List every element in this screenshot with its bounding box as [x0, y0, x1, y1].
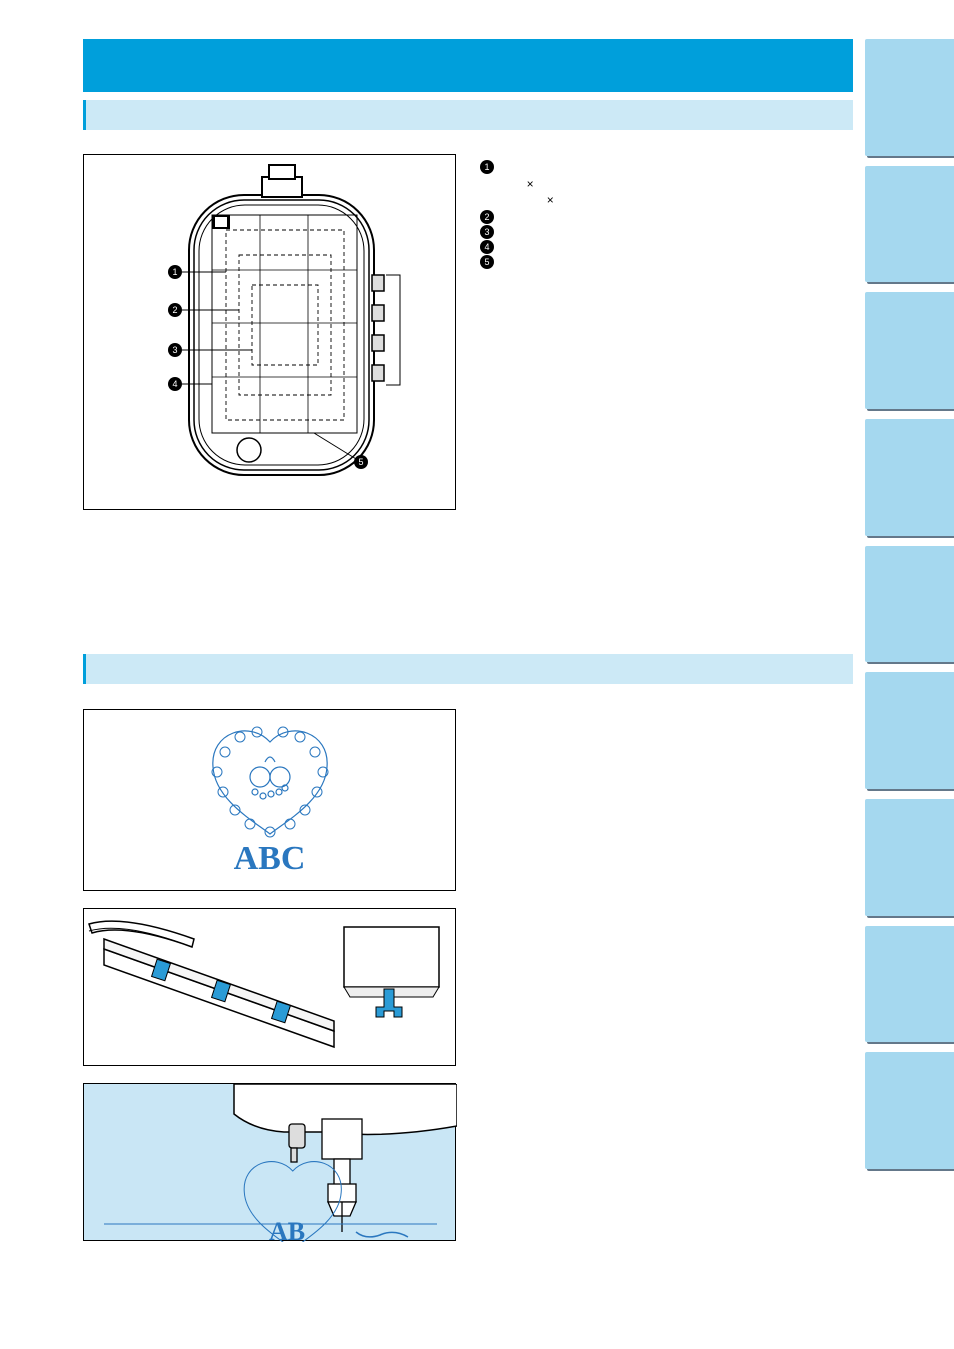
- hoop-diagram-svg: [84, 155, 457, 511]
- side-tab[interactable]: [865, 1052, 954, 1169]
- page-header: [83, 39, 853, 92]
- legend-item-3: 3: [480, 225, 554, 239]
- side-tab[interactable]: [865, 39, 954, 156]
- callout-3: 3: [168, 343, 182, 357]
- legend-num-2: 2: [480, 210, 494, 224]
- side-tab[interactable]: [865, 292, 954, 409]
- legend-num-1: 1: [480, 160, 494, 174]
- side-tabs: [865, 39, 954, 1169]
- needle-closeup-svg: AB: [84, 1084, 457, 1242]
- svg-text:AB: AB: [269, 1217, 305, 1242]
- figure-frame-attach: [83, 908, 456, 1066]
- legend-item-2: 2: [480, 210, 554, 224]
- figure-hoop-diagram: 1 2 3 4 5: [83, 154, 456, 510]
- section-title-1: [83, 100, 853, 130]
- callout-5: 5: [354, 455, 368, 469]
- side-tab[interactable]: [865, 672, 954, 789]
- legend-item-4: 4: [480, 240, 554, 254]
- section-title-2: [83, 654, 853, 684]
- side-tab[interactable]: [865, 926, 954, 1043]
- callout-4: 4: [168, 377, 182, 391]
- legend-num-5: 5: [480, 255, 494, 269]
- legend-text-1: × ×: [500, 160, 554, 209]
- legend: 1 × × 2 3 4 5: [480, 160, 554, 270]
- callout-2: 2: [168, 303, 182, 317]
- abc-text: ABC: [234, 840, 306, 878]
- legend-item-1: 1 × ×: [480, 160, 554, 209]
- callout-1: 1: [168, 265, 182, 279]
- side-tab[interactable]: [865, 546, 954, 663]
- figure-embroidery-sample: ABC: [83, 709, 456, 891]
- side-tab[interactable]: [865, 166, 954, 283]
- frame-attach-svg: [84, 909, 457, 1067]
- figure-needle-closeup: AB: [83, 1083, 456, 1241]
- legend-num-4: 4: [480, 240, 494, 254]
- wreath-svg: [195, 722, 345, 840]
- legend-num-3: 3: [480, 225, 494, 239]
- legend-item-5: 5: [480, 255, 554, 269]
- side-tab[interactable]: [865, 419, 954, 536]
- side-tab[interactable]: [865, 799, 954, 916]
